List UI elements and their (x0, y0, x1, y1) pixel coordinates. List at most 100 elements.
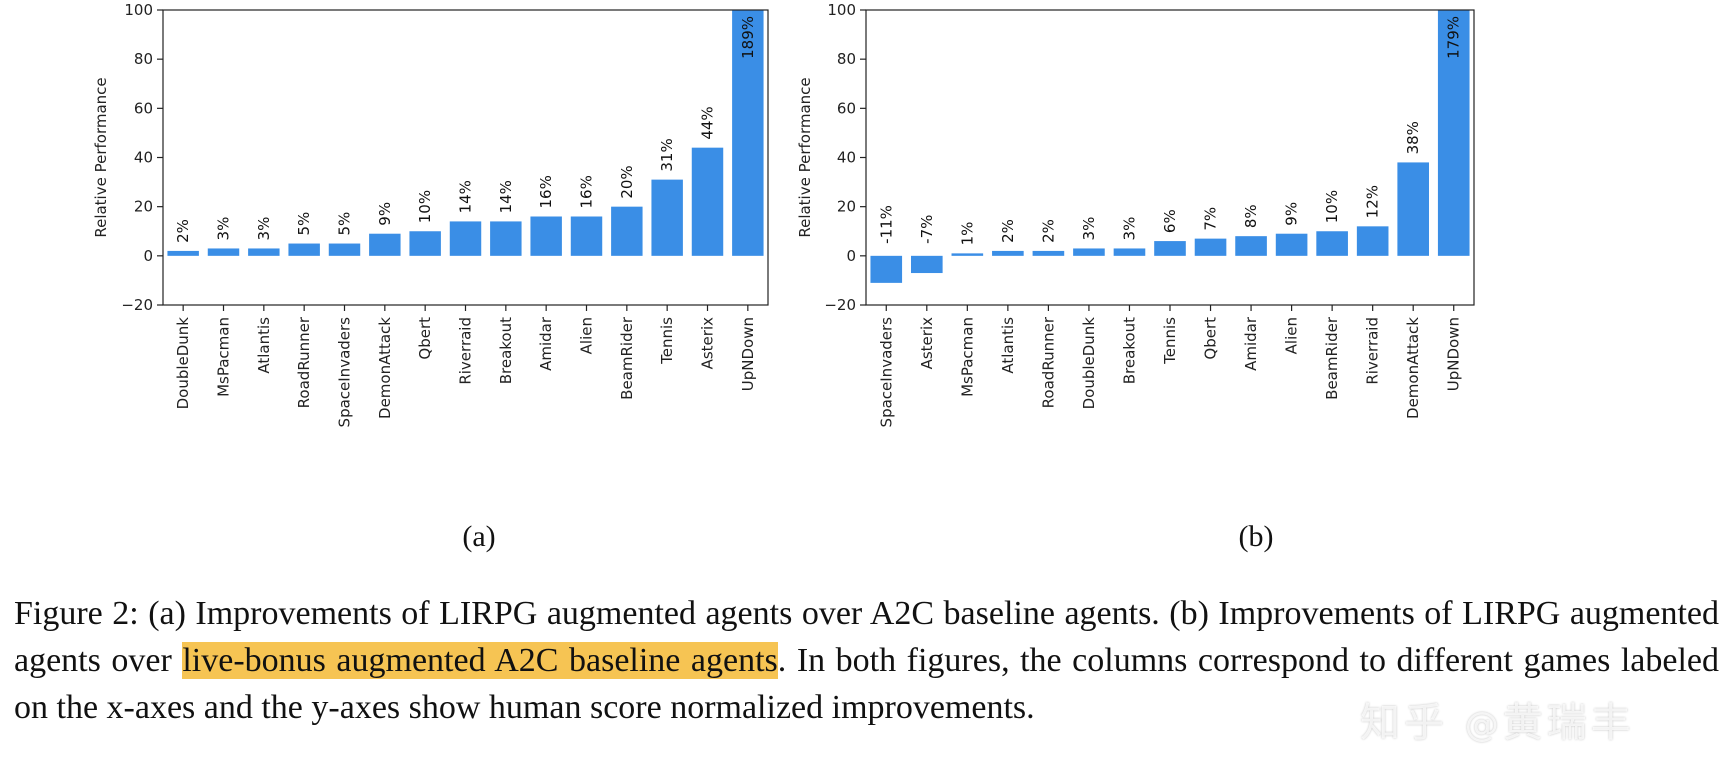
bar-b-Qbert (1194, 238, 1227, 256)
bar-a-Riverraid (449, 221, 482, 256)
bar-b-UpNDown (1437, 10, 1470, 256)
x-tick-label-a: RoadRunner (295, 316, 313, 408)
x-tick-label-b: DemonAttack (1404, 317, 1422, 419)
bar-value-label-b: 3% (1120, 217, 1138, 241)
bar-value-label-b: 12% (1364, 185, 1382, 218)
bar-value-label-a: 3% (215, 217, 233, 241)
bar-b-Tennis (1154, 241, 1186, 256)
watermark: 知乎 @黄瑞丰 (1360, 690, 1635, 748)
bar-value-label-a: 9% (376, 202, 394, 226)
bar-value-label-b: 38% (1404, 121, 1422, 154)
bar-value-label-a: 10% (416, 190, 434, 223)
bar-a-Alien (570, 216, 603, 256)
watermark-site: 知乎 (1360, 700, 1448, 746)
x-tick-label-a: DemonAttack (376, 317, 394, 419)
bar-value-label-b: 9% (1283, 202, 1301, 226)
bar-value-label-b: -7% (918, 215, 936, 244)
bar-a-Breakout (490, 221, 522, 256)
bar-b-Breakout (1113, 248, 1146, 256)
x-tick-label-b: Tennis (1161, 317, 1179, 365)
bar-a-Atlantis (248, 248, 280, 256)
y-tick-label-a: 80 (134, 50, 153, 68)
y-tick-label-a: 100 (124, 1, 153, 19)
x-tick-label-a: Breakout (497, 317, 515, 384)
bar-value-label-b: 179% (1445, 16, 1463, 59)
y-tick-label-a: 40 (134, 149, 153, 167)
bar-value-label-a: 3% (255, 217, 273, 241)
x-tick-label-a: Alien (578, 317, 596, 354)
y-tick-label-a: 20 (134, 198, 153, 216)
y-tick-label-b: 100 (827, 1, 856, 19)
bar-a-DemonAttack (369, 233, 401, 256)
x-tick-label-a: MsPacman (215, 317, 233, 397)
y-tick-label-b: 80 (837, 50, 856, 68)
bar-b-Atlantis (992, 250, 1024, 256)
watermark-at: @ (1464, 705, 1503, 745)
bar-value-label-a: 14% (497, 180, 515, 213)
bar-a-BeamRider (611, 206, 643, 256)
bar-a-Asterix (691, 147, 724, 256)
bar-value-label-b: 1% (958, 222, 976, 246)
x-tick-label-a: Atlantis (255, 317, 273, 374)
x-tick-label-b: SpaceInvaders (877, 317, 895, 428)
bar-value-label-b: 3% (1080, 217, 1098, 241)
bar-a-SpaceInvaders (328, 243, 361, 256)
caption-text-after: . In both figures, the columns correspon… (14, 642, 1719, 726)
bar-value-label-a: 16% (537, 175, 555, 208)
x-tick-label-b: RoadRunner (1039, 316, 1057, 408)
x-tick-label-b: Asterix (918, 317, 936, 370)
figure-caption: Figure 2: (a) Improvements of LIRPG augm… (14, 590, 1719, 731)
caption-highlight: live-bonus augmented A2C baseline agents (182, 642, 778, 679)
x-tick-label-a: UpNDown (739, 317, 757, 391)
charts-area: −20 0 20 40 60 80 100 Relative Performance 2% Dou… (92, 1, 1475, 428)
x-tick-label-b: DoubleDunk (1080, 317, 1098, 410)
bar-a-RoadRunner (288, 243, 320, 256)
bar-value-label-a: 31% (658, 138, 676, 171)
x-tick-label-a: Amidar (537, 316, 555, 371)
x-tick-label-b: UpNDown (1445, 317, 1463, 391)
caption-text-before: Figure 2: (a) Improvements of LIRPG augm… (14, 595, 1719, 679)
bar-value-label-b: 10% (1323, 190, 1341, 223)
y-tick-label-a: 0 (143, 247, 153, 265)
bar-b-DoubleDunk (1073, 248, 1105, 256)
bar-a-Amidar (530, 216, 562, 256)
bar-value-label-a: 20% (618, 165, 636, 198)
chart-b: −20 0 20 40 60 80 100 Relative Performance -11% S… (796, 1, 1475, 428)
y-tick-label-b: 20 (837, 198, 856, 216)
x-tick-label-a: Asterix (699, 317, 717, 370)
plot-frame-b (865, 9, 1475, 306)
x-tick-label-a: BeamRider (618, 316, 636, 400)
x-tick-label-a: DoubleDunk (174, 317, 192, 410)
bar-b-MsPacman (951, 253, 984, 256)
bar-value-label-b: 8% (1242, 204, 1260, 228)
bar-b-Alien (1275, 233, 1308, 256)
y-tick-label-b: 0 (846, 247, 856, 265)
chart-a: −20 0 20 40 60 80 100 Relative Performance 2% Dou… (92, 1, 769, 427)
bar-value-label-a: 16% (578, 175, 596, 208)
y-tick-label-b: 40 (837, 149, 856, 167)
bar-value-label-b: 6% (1161, 209, 1179, 233)
x-tick-label-b: Breakout (1120, 317, 1138, 384)
x-tick-label-a: Qbert (416, 317, 434, 360)
bar-value-label-a: 5% (336, 212, 354, 236)
plot-frame-a (162, 9, 769, 306)
panel-label-b: (b) (1238, 520, 1274, 553)
bar-a-Qbert (409, 231, 441, 256)
x-tick-label-a: Tennis (658, 317, 676, 365)
bar-b-Riverraid (1356, 226, 1389, 256)
bar-b-DemonAttack (1397, 162, 1430, 256)
bar-b-SpaceInvaders (870, 255, 903, 283)
x-tick-label-a: Riverraid (457, 317, 475, 385)
bar-value-label-b: 2% (999, 219, 1017, 243)
x-tick-label-b: Qbert (1202, 317, 1220, 360)
bar-value-label-a: 189% (739, 16, 757, 59)
bar-value-label-a: 44% (699, 106, 717, 139)
bar-value-label-b: -11% (877, 205, 895, 244)
bar-a-DoubleDunk (167, 250, 199, 256)
x-tick-label-b: BeamRider (1323, 316, 1341, 400)
x-tick-label-b: Amidar (1242, 316, 1260, 371)
bar-value-label-b: 2% (1039, 219, 1057, 243)
y-axis-label-b: Relative Performance (796, 77, 814, 237)
y-tick-label-a: 60 (134, 99, 153, 117)
x-tick-label-b: Atlantis (999, 317, 1017, 374)
